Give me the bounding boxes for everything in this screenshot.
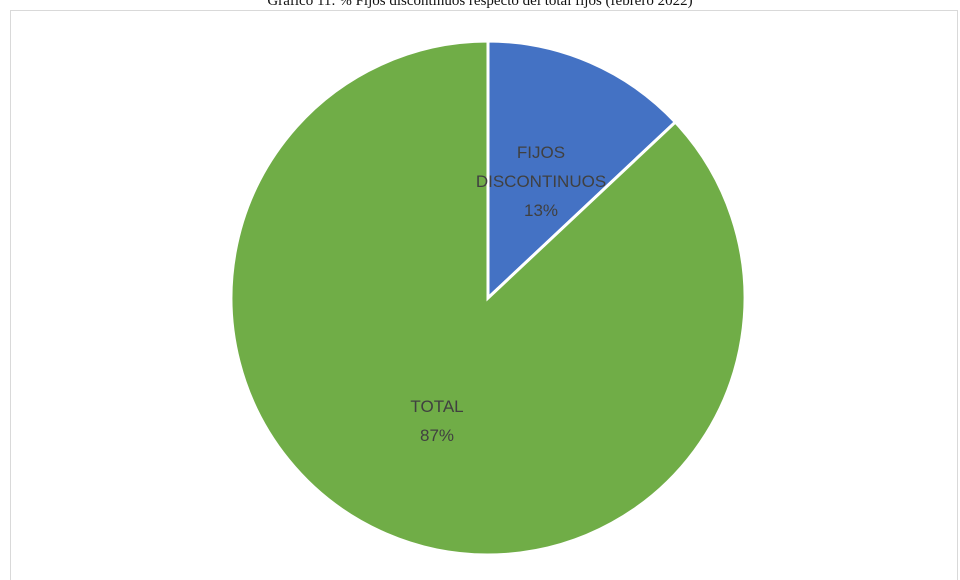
pie-slice-label-1-0: TOTAL <box>410 397 463 416</box>
pie-slice-label-0-0: FIJOS <box>517 143 565 162</box>
chart-caption: Gráfico 11: % Fijos discontinuos respect… <box>267 0 693 9</box>
pie-slice-1 <box>229 39 747 557</box>
pie-slice-label-1-1: 87% <box>420 426 454 445</box>
pie-slice-0 <box>486 39 678 302</box>
pie-slice-label-0-1: DISCONTINUOS <box>476 172 606 191</box>
pie-slice-label-0-2: 13% <box>524 201 558 220</box>
